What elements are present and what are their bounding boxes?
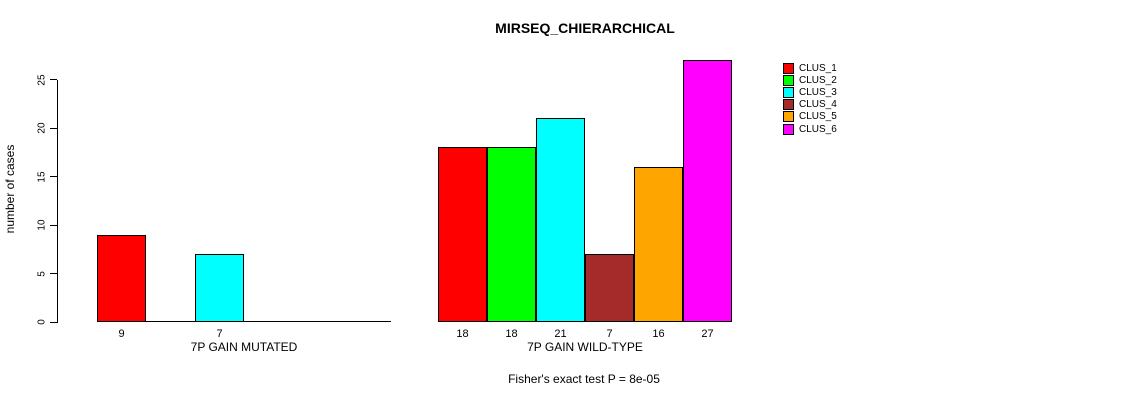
legend-swatch-clus_1 — [783, 62, 794, 74]
fisher-test-annotation: Fisher's exact test P = 8e-05 — [508, 372, 660, 386]
legend-item: CLUS_5 — [783, 111, 837, 123]
legend-swatch-clus_3 — [783, 86, 794, 98]
bar-clus_2 — [487, 147, 536, 322]
legend-swatch-clus_4 — [783, 99, 794, 111]
y-axis-tick-label: 25 — [36, 73, 48, 86]
bar-value-label: 18 — [456, 328, 469, 340]
legend-label: CLUS_4 — [799, 99, 837, 111]
y-axis-tick-label: 15 — [36, 170, 48, 183]
y-axis-tick — [50, 127, 57, 129]
zero-bar-clus_6 — [342, 321, 391, 322]
y-axis-tick-label: 5 — [36, 270, 48, 277]
y-axis-tick — [50, 79, 57, 80]
y-axis-tick — [50, 176, 57, 177]
legend-swatch-clus_2 — [783, 74, 794, 86]
bar-value-label: 18 — [505, 328, 518, 340]
x-axis-group-label: 7P GAIN MUTATED — [190, 340, 298, 354]
y-axis-tick-label: 10 — [36, 219, 48, 231]
legend-item: CLUS_4 — [783, 99, 837, 111]
zero-bar-clus_2 — [146, 321, 195, 322]
chart-title: MIRSEQ_CHIERARCHICAL — [495, 20, 675, 36]
bar-value-label: 7 — [216, 328, 223, 340]
bar-value-label: 21 — [554, 328, 567, 340]
bar-clus_3 — [195, 254, 244, 322]
legend-item: CLUS_2 — [783, 74, 837, 86]
bar-clus_6 — [683, 60, 732, 322]
bar-value-label: 16 — [652, 328, 665, 340]
bar-value-label: 9 — [118, 328, 125, 340]
legend-item: CLUS_1 — [783, 62, 837, 74]
bar-clus_1 — [438, 147, 487, 322]
legend-item: CLUS_3 — [783, 86, 837, 98]
legend-label: CLUS_2 — [799, 74, 837, 86]
bar-clus_1 — [97, 234, 146, 322]
y-axis-tick-label: 20 — [36, 122, 48, 134]
y-axis-tick — [50, 273, 57, 274]
y-axis-tick-label: 0 — [36, 319, 48, 325]
legend-label: CLUS_6 — [799, 123, 837, 135]
bar-value-label: 7 — [606, 328, 613, 340]
bar-clus_5 — [634, 166, 683, 322]
legend-swatch-clus_6 — [783, 123, 794, 135]
x-axis-group-label: 7P GAIN WILD-TYPE — [527, 340, 643, 354]
legend-label: CLUS_1 — [799, 62, 837, 74]
legend-item: CLUS_6 — [783, 123, 837, 135]
zero-bar-clus_5 — [293, 321, 342, 322]
bar-clus_4 — [585, 254, 634, 322]
zero-bar-clus_4 — [244, 321, 293, 322]
legend-label: CLUS_3 — [799, 86, 837, 98]
bar-value-label: 27 — [701, 328, 714, 340]
y-axis-tick — [50, 224, 57, 226]
legend-label: CLUS_5 — [799, 111, 837, 123]
legend: CLUS_1 CLUS_2 CLUS_3 CLUS_4 CLUS_5 CLUS_6 — [783, 62, 837, 135]
y-axis-line — [57, 79, 58, 323]
legend-swatch-clus_5 — [783, 111, 794, 123]
y-axis-tick — [50, 321, 57, 323]
bar-clus_3 — [536, 118, 585, 322]
